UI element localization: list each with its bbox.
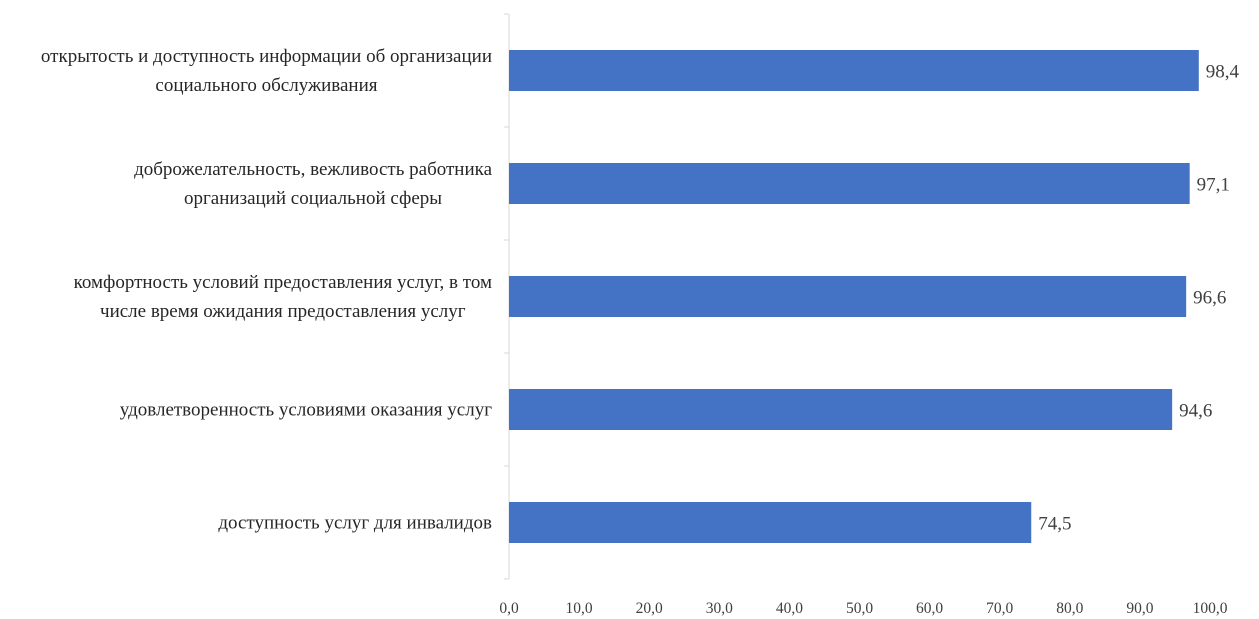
bar — [509, 163, 1190, 204]
x-tick-label: 20,0 — [636, 600, 663, 617]
axis-layer: 0,0 10,0 20,0 30,0 40,0 50,0 60,0 70,0 80,0 90,0 1… — [499, 13, 1228, 617]
bar — [509, 502, 1032, 543]
x-tick-label: 70,0 — [986, 600, 1013, 617]
category-label: доброжелательность, вежливость работника… — [134, 159, 492, 209]
category-label-line: открытость и доступность информации об о… — [41, 46, 492, 67]
category-label-line: доступность услуг для инвалидов — [218, 513, 492, 534]
bar — [509, 389, 1173, 430]
bar-layer — [509, 50, 1199, 543]
category-label-line: доброжелательность, вежливость работника — [134, 159, 492, 180]
data-label: 96,6 — [1193, 288, 1226, 309]
bar — [509, 276, 1187, 317]
x-tick-label: 0,0 — [499, 600, 519, 617]
category-label: комфортность условий предоставления услу… — [74, 272, 492, 322]
x-tick-label: 100,0 — [1193, 600, 1228, 617]
bar — [509, 50, 1199, 91]
category-label-line: удовлетворенность условиями оказания усл… — [120, 400, 492, 421]
category-label-line: социального обслуживания — [155, 75, 377, 96]
category-label-line: числе время ожидания предоставления услу… — [100, 301, 466, 322]
category-label: удовлетворенность условиями оказания усл… — [120, 400, 492, 421]
x-tick-label: 50,0 — [846, 600, 873, 617]
data-label: 97,1 — [1197, 175, 1230, 196]
category-label: доступность услуг для инвалидов — [218, 513, 492, 534]
x-tick-label: 30,0 — [706, 600, 733, 617]
category-label-line: комфортность условий предоставления услу… — [74, 272, 492, 293]
x-tick-label: 80,0 — [1056, 600, 1083, 617]
x-tick-label: 10,0 — [566, 600, 593, 617]
data-label: 98,4 — [1206, 62, 1240, 83]
x-tick-label: 90,0 — [1126, 600, 1153, 617]
x-tick-label: 60,0 — [916, 600, 943, 617]
category-label-line: организаций социальной сферы — [184, 188, 442, 209]
label-layer: 98,4 открытость и доступность информации … — [41, 46, 1240, 535]
data-label: 94,6 — [1179, 401, 1212, 422]
x-tick-label: 40,0 — [776, 600, 803, 617]
category-label: открытость и доступность информации об о… — [41, 46, 492, 96]
data-label: 74,5 — [1038, 514, 1071, 535]
